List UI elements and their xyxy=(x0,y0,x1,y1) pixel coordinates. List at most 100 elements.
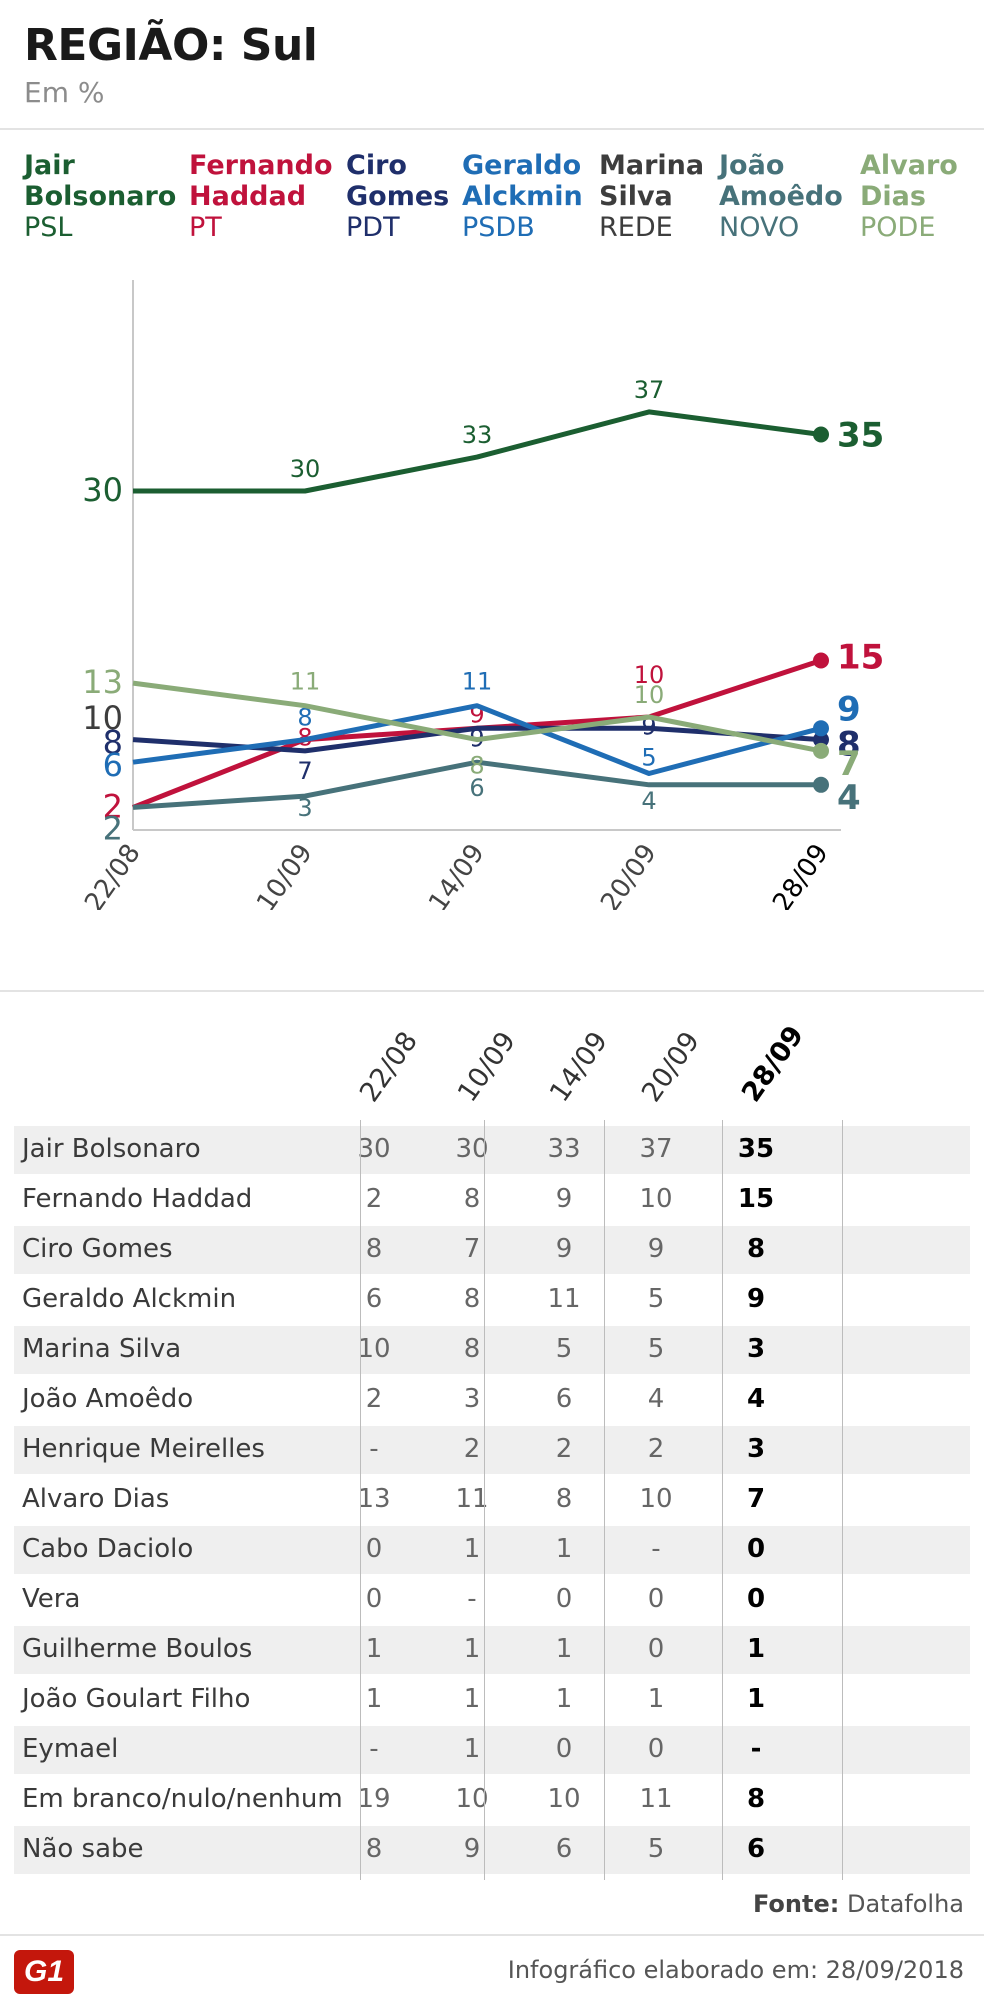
table-row: Henrique Meirelles - 2 2 2 3 xyxy=(14,1426,970,1474)
table-cell: 8 xyxy=(463,1184,481,1214)
data-label: 8 xyxy=(297,704,312,732)
table-row: Guilherme Boulos 1 1 1 0 1 xyxy=(14,1626,970,1674)
table-cell: 1 xyxy=(463,1684,481,1714)
legend-party: PODE xyxy=(860,212,936,243)
table-cell: 5 xyxy=(647,1334,665,1364)
row-label: Fernando Haddad xyxy=(22,1184,253,1214)
legend-party: PSDB xyxy=(462,212,535,243)
table-cell: 1 xyxy=(463,1534,481,1564)
series-start-label: 6 xyxy=(103,746,123,784)
legend-item: Ciro Gomes PDT xyxy=(346,150,471,243)
table-row: Geraldo Alckmin 6 8 11 5 9 xyxy=(14,1276,970,1324)
legend-party: PDT xyxy=(346,212,400,243)
table-cell: 1 xyxy=(555,1684,573,1714)
table-cell: 30 xyxy=(357,1134,391,1164)
column-separator xyxy=(842,1120,843,1880)
table-row: Jair Bolsonaro 30 30 33 37 35 xyxy=(14,1126,970,1174)
data-label: 7 xyxy=(297,757,312,785)
row-label: Ciro Gomes xyxy=(22,1234,173,1264)
series-start-label: 30 xyxy=(82,471,123,509)
table-cell: - xyxy=(369,1434,379,1464)
table-row: Eymael - 1 0 0 - xyxy=(14,1726,970,1774)
legend-party: NOVO xyxy=(719,212,800,243)
series-line xyxy=(132,680,822,754)
table-cell: 1 xyxy=(365,1684,383,1714)
table-cell: 1 xyxy=(746,1634,766,1664)
legend-item: João Amoêdo NOVO xyxy=(719,150,844,243)
footer-divider xyxy=(0,1934,984,1936)
legend-party: REDE xyxy=(599,212,673,243)
row-label: Jair Bolsonaro xyxy=(22,1134,201,1164)
legend-name: Geraldo Alckmin xyxy=(462,150,583,212)
table-cell: 3 xyxy=(746,1334,766,1364)
x-tick-label: 14/09 xyxy=(423,839,491,910)
table-cell: 3 xyxy=(463,1384,481,1414)
series-end-label: 8 xyxy=(837,725,861,765)
table-cell: 0 xyxy=(647,1634,665,1664)
table-cell: 1 xyxy=(555,1534,573,1564)
table-cell: 19 xyxy=(357,1784,391,1814)
data-label: 33 xyxy=(462,421,493,449)
table-cell: 1 xyxy=(746,1684,766,1714)
column-header: 22/08 xyxy=(354,1026,425,1108)
header: REGIÃO: Sul Em % xyxy=(0,0,984,128)
table-row: Alvaro Dias 13 11 8 10 7 xyxy=(14,1476,970,1524)
g1-logo: G1 xyxy=(14,1950,74,1994)
series-line xyxy=(132,703,822,776)
table-row: Vera 0 - 0 0 0 xyxy=(14,1576,970,1624)
table-cell: 10 xyxy=(455,1784,489,1814)
table-cell: 9 xyxy=(555,1234,573,1264)
table-cell: 6 xyxy=(555,1834,573,1864)
row-label: Cabo Daciolo xyxy=(22,1534,194,1564)
table-row: Marina Silva 10 8 5 5 3 xyxy=(14,1326,970,1374)
table-cell: 35 xyxy=(737,1134,775,1164)
table-cell: 30 xyxy=(455,1134,489,1164)
table-cell: 0 xyxy=(555,1584,573,1614)
table-cell: 6 xyxy=(555,1384,573,1414)
table-cell: 8 xyxy=(555,1484,573,1514)
source-label: Fonte: xyxy=(752,1890,840,1918)
x-tick-label: 28/09 xyxy=(767,839,835,910)
table-cell: 2 xyxy=(647,1434,665,1464)
series-end-label: 35 xyxy=(837,416,884,456)
column-header: 14/09 xyxy=(544,1026,615,1108)
table-cell: 9 xyxy=(746,1284,766,1314)
row-label: Em branco/nulo/nenhum xyxy=(22,1784,343,1814)
table-cell: 13 xyxy=(357,1484,391,1514)
table-cell: 3 xyxy=(746,1434,766,1464)
credit-note: Infográfico elaborado em: 28/09/2018 xyxy=(507,1956,964,1984)
column-separator xyxy=(360,1120,361,1880)
table-cell: 5 xyxy=(555,1334,573,1364)
legend-item: Fernando Haddad PT xyxy=(189,150,333,243)
row-label: João Amoêdo xyxy=(22,1384,194,1414)
row-label: Marina Silva xyxy=(22,1334,182,1364)
table-cell: 10 xyxy=(639,1484,673,1514)
data-label: 11 xyxy=(462,668,493,696)
extra-start-label: 10 xyxy=(82,699,123,737)
table-cell: 1 xyxy=(463,1734,481,1764)
row-label: Vera xyxy=(22,1584,81,1614)
series-end-point xyxy=(813,720,829,737)
table-cell: 0 xyxy=(365,1584,383,1614)
table-cell: 0 xyxy=(647,1734,665,1764)
x-tick-label: 22/08 xyxy=(79,839,147,910)
data-label: 6 xyxy=(469,774,484,802)
legend-name: Ciro Gomes xyxy=(346,150,450,212)
table-row: João Goulart Filho 1 1 1 1 1 xyxy=(14,1676,970,1724)
table-cell: 0 xyxy=(555,1734,573,1764)
table-cell: 0 xyxy=(746,1584,766,1614)
row-label: Não sabe xyxy=(22,1834,144,1864)
table-cell: 8 xyxy=(463,1284,481,1314)
series-start-label: 13 xyxy=(82,663,123,701)
column-header: 10/09 xyxy=(452,1026,523,1108)
table-cell: 11 xyxy=(639,1784,673,1814)
header-divider xyxy=(0,128,984,130)
series-start-label: 2 xyxy=(103,809,123,847)
line-chart: 22/08 10/09 14/09 20/09 28/09303033373528910… xyxy=(79,280,884,910)
table-row: Fernando Haddad 2 8 9 10 15 xyxy=(14,1176,970,1224)
table-cell: 1 xyxy=(463,1634,481,1664)
data-label: 4 xyxy=(641,787,656,815)
data-label: 3 xyxy=(297,794,312,822)
table-cell: 2 xyxy=(365,1184,383,1214)
table-header: 22/08 10/09 14/09 20/09 28/09 xyxy=(14,1020,970,1126)
